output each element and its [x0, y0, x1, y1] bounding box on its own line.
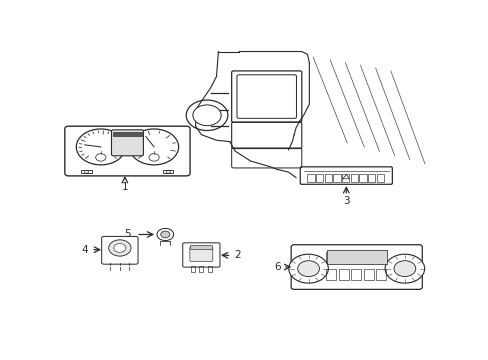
Bar [199, 266, 203, 271]
Bar [376, 174, 384, 182]
Bar [325, 269, 336, 280]
Circle shape [108, 240, 131, 256]
FancyBboxPatch shape [102, 237, 138, 264]
FancyBboxPatch shape [290, 245, 422, 289]
Text: 4: 4 [81, 245, 88, 255]
Bar [325, 252, 336, 263]
Text: 6: 6 [273, 262, 280, 272]
Bar [326, 250, 386, 264]
Text: 1: 1 [122, 183, 128, 192]
Circle shape [76, 129, 125, 165]
Text: 3: 3 [342, 196, 349, 206]
Bar [363, 252, 373, 263]
Circle shape [157, 228, 173, 240]
Bar [338, 252, 348, 263]
Circle shape [186, 100, 227, 131]
Bar [350, 269, 361, 280]
FancyBboxPatch shape [183, 243, 220, 267]
Bar [375, 252, 386, 263]
Text: 5: 5 [124, 229, 131, 239]
Bar [341, 174, 348, 182]
Circle shape [114, 244, 125, 252]
Bar [208, 266, 212, 271]
Bar [363, 269, 373, 280]
Circle shape [288, 254, 327, 283]
Circle shape [129, 129, 178, 165]
Bar [190, 266, 194, 271]
Text: 2: 2 [234, 250, 241, 260]
Circle shape [385, 254, 424, 283]
Bar [324, 174, 331, 182]
Bar [350, 174, 357, 182]
Circle shape [192, 105, 221, 126]
FancyBboxPatch shape [189, 247, 212, 261]
Bar [306, 174, 314, 182]
Bar [359, 174, 366, 182]
Bar [375, 269, 386, 280]
Bar [367, 174, 375, 182]
Circle shape [297, 261, 319, 276]
Bar [163, 170, 173, 174]
FancyBboxPatch shape [300, 167, 391, 184]
Bar [332, 174, 340, 182]
Bar [190, 245, 212, 249]
FancyBboxPatch shape [111, 130, 143, 156]
Circle shape [393, 261, 415, 276]
Bar [350, 252, 361, 263]
Circle shape [161, 231, 170, 238]
Bar [338, 269, 348, 280]
Bar [113, 132, 141, 136]
Bar [315, 174, 323, 182]
Bar [81, 170, 91, 174]
